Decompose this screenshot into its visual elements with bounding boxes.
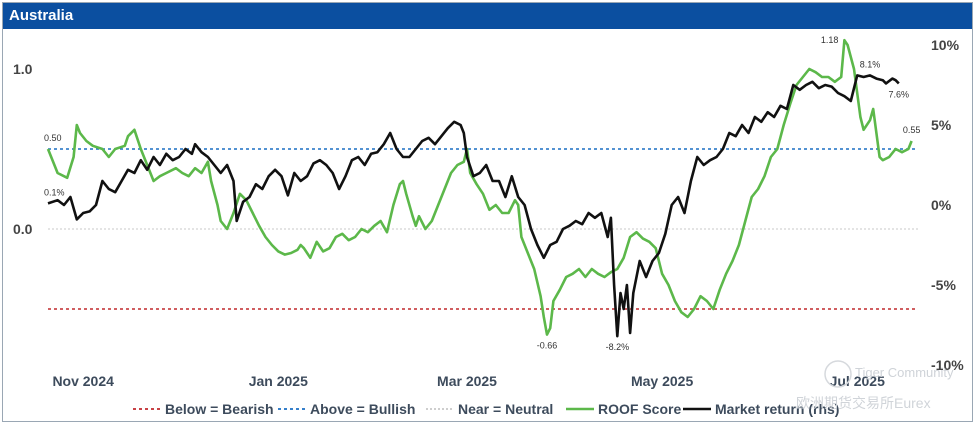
right-tick-label: 5% [931, 117, 952, 133]
x-tick-label: Jul 2025 [830, 373, 885, 389]
watermark-logo-icon [824, 360, 852, 388]
left-tick-label: 1.0 [13, 61, 33, 77]
watermark-text: Tiger Community [855, 365, 954, 380]
x-tick-label: Mar 2025 [437, 373, 497, 389]
data-label: 1.18 [821, 35, 839, 45]
legend-label: Market return (rhs) [715, 401, 839, 417]
chart-svg: 1.0 0.0 10% 5% 0% -5% -10% Nov 2024 Jan 2025 Mar … [13, 35, 964, 417]
chart-title: Australia [9, 7, 74, 24]
right-tick-label: 0% [931, 197, 952, 213]
data-label: 0.50 [44, 133, 62, 143]
legend-label: Near = Neutral [458, 401, 553, 417]
x-tick-label: May 2025 [631, 373, 693, 389]
right-tick-label: 10% [931, 37, 960, 53]
legend-label: Below = Bearish [165, 401, 274, 417]
data-label: 0.55 [903, 125, 921, 135]
data-label: 8.1% [860, 59, 881, 69]
right-tick-label: -5% [931, 277, 956, 293]
x-tick-label: Nov 2024 [52, 373, 114, 389]
x-tick-label: Jan 2025 [249, 373, 308, 389]
series-line-market-return [47, 74, 900, 338]
title-bar: Australia [3, 3, 972, 29]
legend-label: Above = Bullish [310, 401, 415, 417]
watermark-text-cn: 欧洲期货交易所Eurex [796, 395, 931, 411]
left-tick-label: 0.0 [13, 221, 33, 237]
data-label: -8.2% [606, 342, 630, 352]
data-label: 0.1% [44, 187, 65, 197]
series-line-roof-score [46, 38, 913, 336]
right-tick-label: -10% [931, 357, 964, 373]
legend-label: ROOF Score [598, 401, 681, 417]
data-label: -0.66 [537, 341, 558, 351]
data-label: 7.6% [889, 89, 910, 99]
